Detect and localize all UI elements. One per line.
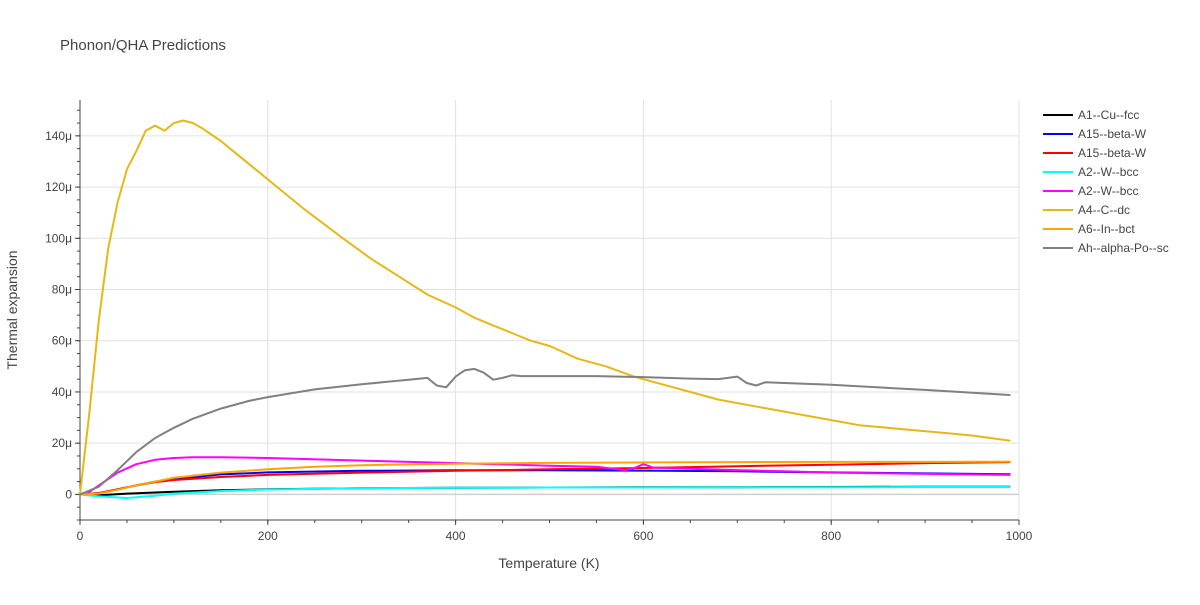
y-tick-label: 60μ — [52, 334, 72, 348]
series-line-5[interactable] — [79, 119, 1011, 496]
legend-item-3[interactable]: A2--W--bcc — [1043, 165, 1138, 179]
x-axis-title: Temperature (K) — [498, 555, 599, 571]
series-line-6[interactable] — [79, 460, 1011, 496]
legend-item-7[interactable]: Ah--alpha-Po--sc — [1043, 241, 1169, 255]
series-group — [79, 119, 1011, 499]
y-tick-label: 0 — [65, 487, 72, 501]
x-tick-label: 600 — [633, 529, 653, 543]
x-tick-label: 400 — [446, 529, 466, 543]
legend-label: A15--beta-W — [1078, 146, 1147, 160]
legend-label: A1--Cu--fcc — [1078, 108, 1139, 122]
legend-item-4[interactable]: A2--W--bcc — [1043, 184, 1138, 198]
x-tick-label: 200 — [258, 529, 278, 543]
x-tick-label: 0 — [77, 529, 84, 543]
y-tick-label: 40μ — [52, 385, 72, 399]
legend-label: A2--W--bcc — [1078, 165, 1138, 179]
axes: 0 200 400 600 800 1000 0 20μ 40μ 60μ 80μ 100μ 120μ 14… — [45, 100, 1033, 543]
legend-item-1[interactable]: A15--beta-W — [1043, 127, 1147, 141]
legend-label: A2--W--bcc — [1078, 184, 1138, 198]
legend-item-2[interactable]: A15--beta-W — [1043, 146, 1147, 160]
legend[interactable]: A1--Cu--fcc A15--beta-W A15--beta-W A2--W--… — [1043, 108, 1169, 255]
series-line-3[interactable] — [79, 486, 1011, 499]
series-line-7[interactable] — [79, 367, 1011, 496]
chart-title: Phonon/QHA Predictions — [60, 37, 226, 54]
legend-item-6[interactable]: A6--In--bct — [1043, 222, 1135, 236]
legend-label: A6--In--bct — [1078, 222, 1135, 236]
y-tick-label: 120μ — [45, 180, 72, 194]
legend-item-0[interactable]: A1--Cu--fcc — [1043, 108, 1139, 122]
y-tick-label: 140μ — [45, 129, 72, 143]
y-tick-label: 100μ — [45, 231, 72, 245]
legend-item-5[interactable]: A4--C--dc — [1043, 203, 1130, 217]
x-tick-label: 800 — [821, 529, 841, 543]
legend-label: A15--beta-W — [1078, 127, 1147, 141]
legend-label: A4--C--dc — [1078, 203, 1130, 217]
x-tick-label: 1000 — [1006, 529, 1033, 543]
y-axis-title: Thermal expansion — [4, 250, 20, 369]
grid — [80, 100, 1020, 520]
y-tick-label: 20μ — [52, 436, 72, 450]
legend-label: Ah--alpha-Po--sc — [1078, 241, 1169, 255]
y-tick-label: 80μ — [52, 283, 72, 297]
